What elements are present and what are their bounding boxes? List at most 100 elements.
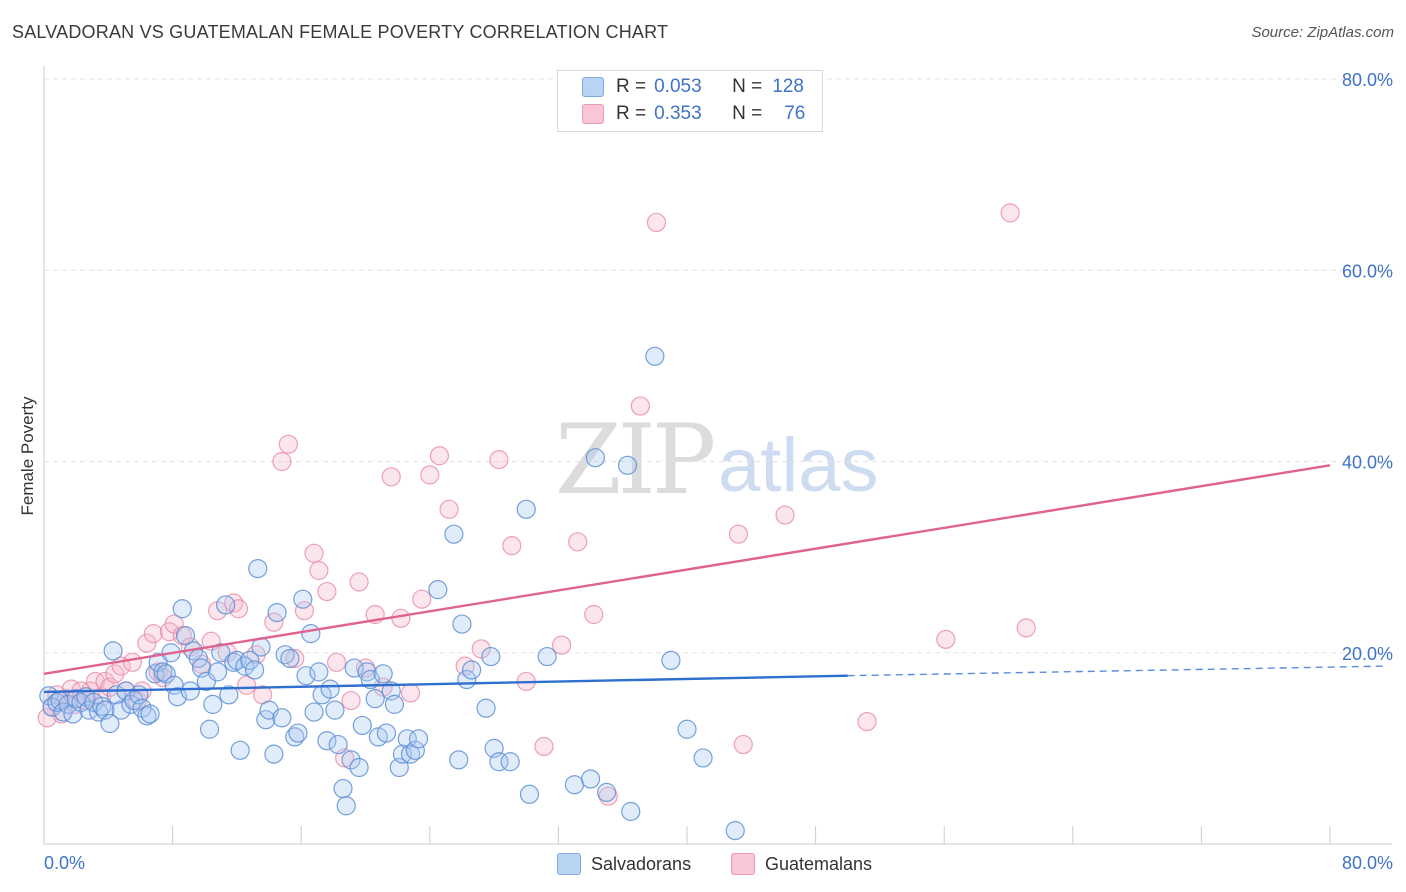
guatemalans-point [857,711,877,732]
salvadorans-point [175,625,196,646]
salvadorans-trend-line [43,674,848,694]
salvadorans-point [476,698,496,718]
y-tick-label: 60.0% [1342,261,1393,281]
guatemalans-point [936,629,956,649]
guatemalans-point [122,652,143,672]
salvadorans-point [267,602,287,623]
salvadorans-point [317,731,337,751]
salvadorans-point [516,499,536,519]
salvadorans-point [397,729,417,749]
y-tick-label: 40.0% [1342,453,1393,473]
guatemalans-legend-swatch [731,853,755,875]
guatemalans-point [391,608,411,628]
salvadorans-point [597,782,617,802]
salvadorans-legend-label: Salvadorans [591,853,692,874]
salvadorans-point [365,689,385,709]
salvadorans-point [325,700,345,720]
y-tick-label: 80.0% [1342,70,1393,90]
guatemalans-point [733,734,753,755]
salvadorans-point [444,524,464,544]
salvadorans-point [376,723,396,743]
salvadorans-point [585,448,605,468]
guatemalans-point [349,572,369,592]
legend-row-guatemalans: R = 0.353 N = 76 [582,102,805,126]
salvadorans-point [172,599,192,619]
salvadorans-point [328,734,348,755]
salvadorans-point [304,702,324,722]
salvadorans-point [428,580,448,600]
salvadorans-point [373,664,393,684]
salvadorans-point [725,821,745,841]
salvadorans-point [111,700,131,720]
guatemalans-point [228,599,249,619]
legend-row-salvadorans: R = 0.053 N = 128 [582,75,804,99]
salvadorans-point [344,658,364,678]
guatemalans-point [278,434,298,454]
salvadorans-point [156,664,176,684]
legend-n-value: 76 [784,103,806,124]
salvadorans-point [564,775,585,795]
salvadorans-points [39,346,745,841]
salvadorans-point [617,455,638,475]
guatemalans-point [272,451,292,472]
salvadorans-point [621,801,641,822]
salvadorans-point [449,750,469,770]
guatemalans-point [584,604,604,625]
salvadorans-legend-swatch [557,853,581,875]
guatemalans-legend-label: Guatemalans [765,853,873,874]
salvadorans-point [216,595,236,615]
salvadorans-point [103,641,123,661]
salvadorans-point [293,589,313,609]
salvadorans-point [244,660,265,680]
salvadorans-point [661,650,681,671]
salvadorans-point [211,643,231,663]
salvadorans-point [519,784,540,804]
guatemalans-point [489,449,509,470]
salvadorans-point [148,652,168,672]
guatemalans-point [143,624,163,644]
salvadorans-point [352,715,372,736]
salvadorans-point [392,744,413,764]
guatemalans-point [552,635,572,655]
legend-r-value: 0.353 [654,103,702,124]
guatemalans-point [309,560,329,581]
guatemalans-point [429,446,450,466]
salvadorans-point [248,558,268,579]
salvadorans-point [137,706,157,726]
salvadorans-point [153,662,173,682]
watermark-zip: ZIP [555,404,714,516]
guatemalans-point [317,581,337,602]
salvadorans-point [203,694,223,714]
salvadorans-point [180,681,200,701]
salvadorans-point [280,648,300,669]
bottom-legend-salvadorans: Salvadorans [557,852,691,876]
salvadorans-point [405,740,425,760]
salvadorans-point [452,614,472,634]
axes [43,66,1392,845]
legend-r-label: R = [616,103,647,124]
trend-lines [43,464,1385,694]
guatemalans-point [534,736,554,757]
salvadorans-point [500,752,520,772]
guatemalans-point [412,589,432,609]
guatemalans-point [236,675,257,695]
chart-title: SALVADORAN VS GUATEMALAN FEMALE POVERTY … [12,22,669,42]
salvadorans-point [336,796,356,816]
legend-r-label: R = [616,76,647,97]
guatemalans-trend-line [43,464,1331,675]
guatemalans-point [630,396,650,416]
salvadorans-trend-extension [847,665,1385,677]
salvadorans-point [537,646,557,667]
guatemalans-point [646,212,667,233]
guatemalans-point [381,467,401,487]
salvadorans-point [240,650,260,671]
salvadorans-point [320,679,340,699]
guatemalans-point [439,499,459,519]
guatemalans-point [105,664,125,684]
salvadorans-point [63,704,83,724]
salvadorans-point [580,769,601,789]
guatemalans-point [568,532,588,552]
guatemalans-point [304,543,324,563]
watermark-atlas: atlas [718,423,879,508]
guatemalans-point [326,652,347,672]
